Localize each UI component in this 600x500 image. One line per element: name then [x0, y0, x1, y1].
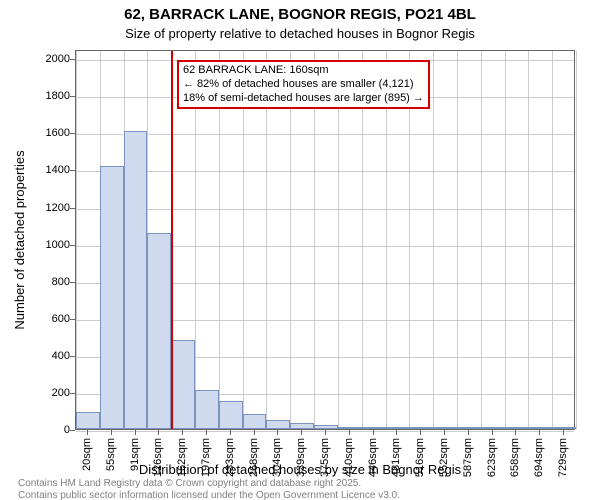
histogram-bar — [100, 166, 124, 429]
x-tick-mark — [182, 430, 183, 435]
x-tick-mark — [515, 430, 516, 435]
histogram-bar — [552, 427, 576, 429]
gridline-h — [76, 209, 574, 210]
gridline-h — [76, 134, 574, 135]
x-tick-mark — [111, 430, 112, 435]
chart-title: 62, BARRACK LANE, BOGNOR REGIS, PO21 4BL — [0, 6, 600, 23]
x-tick-mark — [396, 430, 397, 435]
x-tick-mark — [158, 430, 159, 435]
footer-line1: Contains HM Land Registry data © Crown c… — [18, 478, 400, 490]
x-tick-mark — [444, 430, 445, 435]
histogram-bar — [505, 427, 529, 429]
y-axis-label: Number of detached properties — [12, 61, 27, 240]
y-tick-label: 1800 — [38, 90, 70, 102]
histogram-bar — [338, 427, 362, 429]
chart-container: 62, BARRACK LANE, BOGNOR REGIS, PO21 4BL… — [0, 0, 600, 500]
y-tick-label: 1000 — [38, 239, 70, 251]
gridline-v — [481, 51, 482, 429]
histogram-bar — [171, 340, 195, 429]
histogram-bar — [409, 427, 433, 429]
y-tick-label: 200 — [38, 387, 70, 399]
histogram-bar — [457, 427, 481, 429]
histogram-bar — [266, 420, 290, 429]
x-tick-mark — [492, 430, 493, 435]
x-tick-mark — [349, 430, 350, 435]
callout-line3: 18% of semi-detached houses are larger (… — [183, 92, 424, 106]
histogram-bar — [362, 427, 386, 429]
gridline-v — [576, 51, 577, 429]
y-tick-label: 1200 — [38, 202, 70, 214]
y-tick-label: 1400 — [38, 164, 70, 176]
gridline-v — [505, 51, 506, 429]
histogram-bar — [433, 427, 457, 429]
x-tick-mark — [230, 430, 231, 435]
histogram-bar — [76, 412, 100, 429]
y-tick-label: 2000 — [38, 53, 70, 65]
x-tick-mark — [563, 430, 564, 435]
y-tick-label: 0 — [38, 424, 70, 436]
y-tick-label: 600 — [38, 313, 70, 325]
x-tick-mark — [87, 430, 88, 435]
x-tick-mark — [539, 430, 540, 435]
y-tick-mark — [70, 430, 75, 431]
y-tick-label: 1600 — [38, 127, 70, 139]
x-tick-mark — [135, 430, 136, 435]
histogram-bar — [528, 427, 552, 429]
callout-line1: 62 BARRACK LANE: 160sqm — [183, 64, 424, 78]
gridline-v — [552, 51, 553, 429]
histogram-bar — [481, 427, 505, 429]
histogram-bar — [124, 131, 148, 429]
x-tick-mark — [254, 430, 255, 435]
y-tick-label: 400 — [38, 350, 70, 362]
x-tick-mark — [420, 430, 421, 435]
gridline-h — [76, 171, 574, 172]
callout-line2: ← 82% of detached houses are smaller (4,… — [183, 78, 424, 92]
histogram-bar — [386, 427, 410, 429]
x-tick-mark — [373, 430, 374, 435]
histogram-bar — [243, 414, 267, 429]
x-tick-mark — [206, 430, 207, 435]
gridline-v — [433, 51, 434, 429]
plot-area: 62 BARRACK LANE: 160sqm← 82% of detached… — [75, 50, 575, 430]
histogram-bar — [290, 423, 314, 429]
histogram-bar — [314, 425, 338, 429]
gridline-v — [457, 51, 458, 429]
histogram-bar — [219, 401, 243, 429]
x-axis-label: Distribution of detached houses by size … — [0, 462, 600, 477]
x-tick-mark — [301, 430, 302, 435]
histogram-bar — [195, 390, 219, 429]
histogram-bar — [147, 233, 171, 429]
footer-line2: Contains public sector information licen… — [18, 490, 400, 500]
x-tick-mark — [468, 430, 469, 435]
gridline-v — [528, 51, 529, 429]
gridline-v — [76, 51, 77, 429]
reference-line — [171, 51, 173, 429]
x-tick-mark — [277, 430, 278, 435]
y-tick-label: 800 — [38, 276, 70, 288]
x-tick-mark — [325, 430, 326, 435]
reference-callout: 62 BARRACK LANE: 160sqm← 82% of detached… — [177, 60, 430, 109]
footer-attribution: Contains HM Land Registry data © Crown c… — [18, 478, 400, 500]
chart-subtitle: Size of property relative to detached ho… — [0, 26, 600, 41]
